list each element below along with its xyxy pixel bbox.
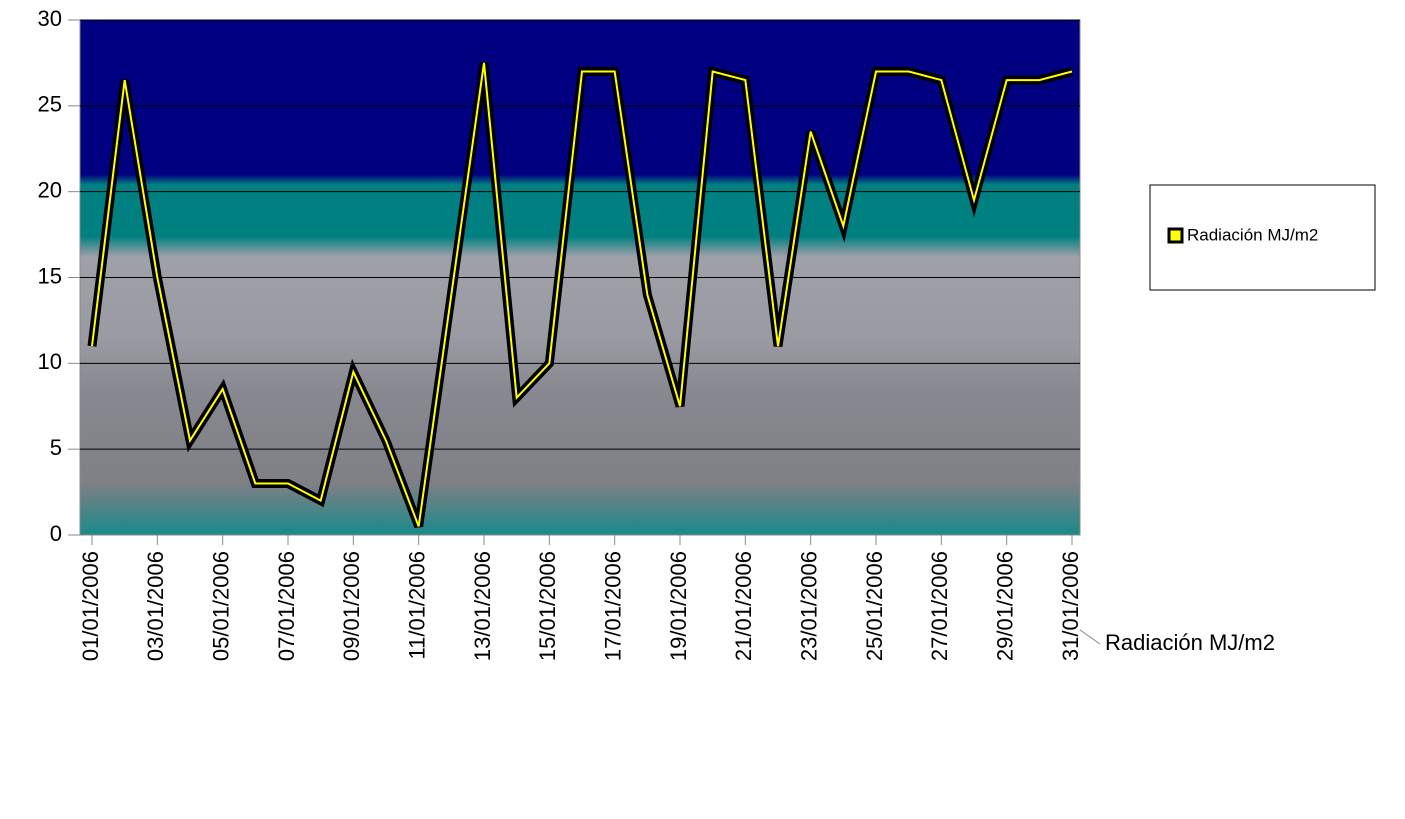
x-tick-label: 23/01/2006 bbox=[796, 551, 821, 661]
x-tick-label: 19/01/2006 bbox=[666, 551, 691, 661]
depth-axis-label: Radiación MJ/m2 bbox=[1105, 630, 1275, 655]
legend-swatch bbox=[1167, 227, 1184, 244]
x-tick-label: 03/01/2006 bbox=[143, 551, 168, 661]
x-tick-label: 13/01/2006 bbox=[470, 551, 495, 661]
x-tick-label: 05/01/2006 bbox=[208, 551, 233, 661]
x-tick-label: 09/01/2006 bbox=[339, 551, 364, 661]
y-tick-label: 5 bbox=[50, 435, 62, 460]
x-tick-label: 07/01/2006 bbox=[274, 551, 299, 661]
x-tick-label: 15/01/2006 bbox=[535, 551, 560, 661]
x-tick-label: 17/01/2006 bbox=[600, 551, 625, 661]
x-tick-label: 21/01/2006 bbox=[731, 551, 756, 661]
x-tick-label: 01/01/2006 bbox=[78, 551, 103, 661]
depth-tick bbox=[1079, 629, 1101, 645]
legend-label: Radiación MJ/m2 bbox=[1187, 225, 1318, 244]
y-tick-label: 0 bbox=[50, 521, 62, 546]
x-tick-label: 27/01/2006 bbox=[927, 551, 952, 661]
y-tick-label: 25 bbox=[38, 92, 62, 117]
x-tick-label: 11/01/2006 bbox=[404, 551, 429, 659]
series-line-highlight bbox=[91, 62, 1073, 527]
y-tick-label: 20 bbox=[38, 177, 62, 202]
y-tick-label: 10 bbox=[38, 349, 62, 374]
y-tick-label: 15 bbox=[38, 263, 62, 288]
legend bbox=[1149, 184, 1376, 291]
y-tick-label: 30 bbox=[38, 6, 62, 31]
x-tick-label: 29/01/2006 bbox=[992, 551, 1017, 661]
x-tick-label: 31/01/2006 bbox=[1058, 551, 1083, 661]
x-tick-label: 25/01/2006 bbox=[862, 551, 887, 661]
